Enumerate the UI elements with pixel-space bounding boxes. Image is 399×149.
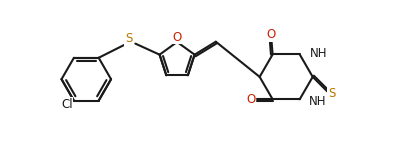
Text: O: O bbox=[246, 93, 255, 106]
Text: Cl: Cl bbox=[61, 98, 73, 111]
Text: O: O bbox=[172, 31, 182, 44]
Text: O: O bbox=[267, 28, 276, 41]
Text: NH: NH bbox=[309, 95, 326, 108]
Text: NH: NH bbox=[310, 47, 327, 60]
Text: S: S bbox=[328, 87, 335, 100]
Text: S: S bbox=[125, 32, 132, 45]
